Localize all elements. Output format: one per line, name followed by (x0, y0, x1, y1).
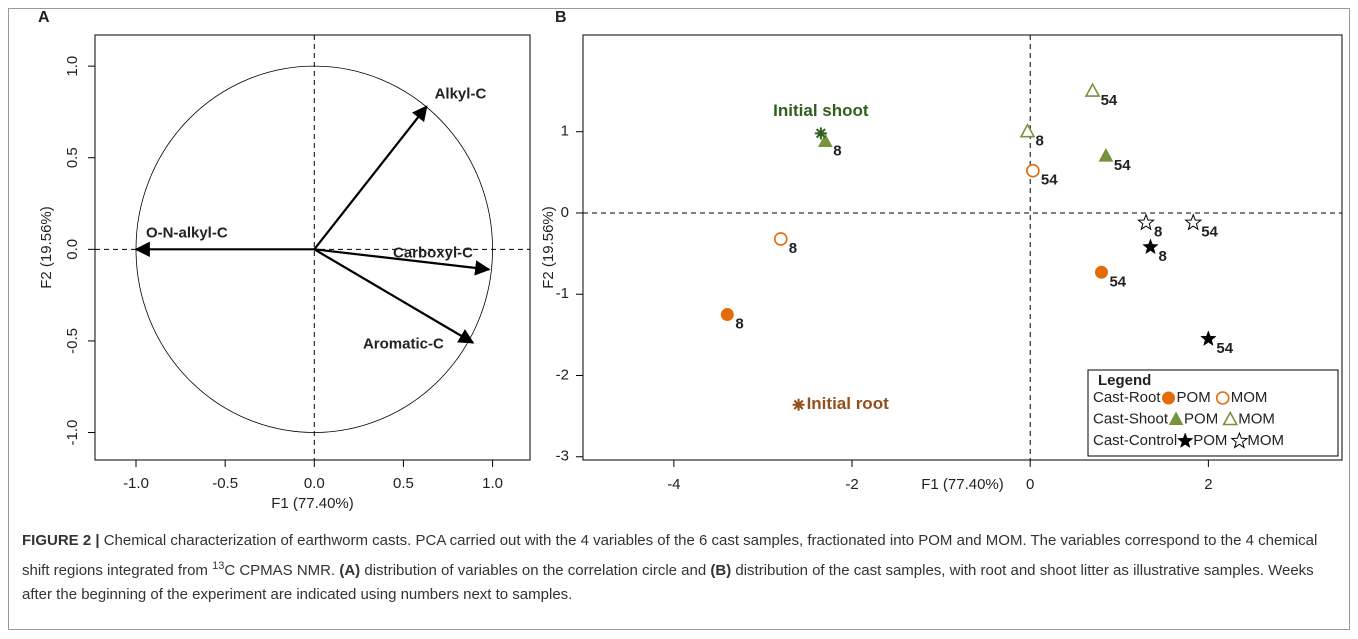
x-axis-label: F1 (77.40%) (271, 495, 354, 512)
superscript: 13 (212, 559, 225, 572)
x-tick-label: -2 (845, 476, 858, 493)
week-label: 8 (789, 240, 797, 257)
annotation: Initial shoot (773, 101, 869, 120)
figure-border (8, 8, 1350, 630)
week-label: 8 (1154, 224, 1162, 241)
sample-point (720, 308, 734, 322)
sample-point (1200, 330, 1217, 346)
legend-marker (1168, 411, 1184, 425)
plot-frame (582, 34, 1343, 461)
week-label: 8 (735, 316, 743, 333)
week-label: 54 (1101, 92, 1118, 109)
week-label: 54 (1201, 224, 1218, 241)
loading-arrow (313, 248, 475, 344)
panel-label: B (555, 9, 567, 26)
legend-box (1087, 369, 1339, 457)
legend-marker (1230, 431, 1249, 449)
y-tick-label: 0.5 (64, 147, 81, 168)
sample-point (1098, 148, 1114, 162)
legend-label: POM (1177, 389, 1211, 406)
x-tick-label: 1.0 (482, 475, 503, 492)
y-tick-label: 1.0 (64, 56, 81, 77)
legend-label: MOM (1231, 389, 1268, 406)
vector-label: O-N-alkyl-C (146, 224, 228, 241)
legend-marker (1162, 391, 1176, 405)
y-tick-label: -3 (556, 448, 569, 465)
week-label: 54 (1041, 172, 1058, 189)
week-label: 8 (833, 142, 841, 159)
sample-point (773, 232, 788, 246)
plot-frame (94, 34, 531, 461)
legend-marker (1222, 410, 1239, 426)
legend-label: Cast-Control (1093, 432, 1177, 449)
sample-point (1026, 163, 1040, 178)
y-axis-label: F2 (19.56%) (540, 206, 557, 289)
week-label: 54 (1109, 273, 1126, 290)
y-tick-label: 1 (561, 123, 569, 140)
legend-marker (1176, 432, 1194, 449)
y-axis-label: F2 (19.56%) (38, 206, 55, 289)
legend-marker (1215, 391, 1230, 405)
legend-label: MOM (1247, 432, 1284, 449)
y-tick-label: -0.5 (64, 328, 81, 354)
y-tick-label: 0 (561, 204, 569, 221)
legend-label: POM (1193, 432, 1227, 449)
week-label: 54 (1216, 340, 1233, 357)
y-tick-label: -1 (556, 285, 569, 302)
caption-text: (B) (710, 561, 732, 579)
x-tick-label: -4 (667, 476, 680, 493)
legend-label: Cast-Shoot (1093, 410, 1169, 427)
caption-text: distribution of variables on the correla… (360, 561, 711, 579)
x-axis-label: F1 (77.40%) (921, 476, 1004, 493)
caption: FIGURE 2 | Chemical characterization of … (22, 529, 1340, 608)
y-tick-label: -1.0 (64, 420, 81, 446)
x-tick-label: -0.5 (212, 475, 238, 492)
sample-point (1094, 265, 1108, 279)
caption-text: C CPMAS NMR. (224, 561, 340, 579)
sample-point (1184, 213, 1203, 231)
legend-label: MOM (1238, 410, 1275, 427)
loading-arrow (314, 248, 491, 276)
x-tick-label: -1.0 (123, 475, 149, 492)
y-tick-label: 0.0 (64, 239, 81, 260)
legend-title: Legend (1098, 372, 1151, 389)
week-label: 54 (1114, 157, 1131, 174)
vector-label: Alkyl-C (435, 85, 487, 102)
caption-text: FIGURE 2 | (22, 532, 100, 549)
caption-text: (A) (339, 561, 361, 579)
x-tick-label: 2 (1204, 476, 1212, 493)
legend-label: Cast-Root (1093, 389, 1161, 406)
caption-text: distribution of the cast samples, with r… (22, 561, 1314, 604)
x-tick-label: 0 (1026, 476, 1034, 493)
reference-point (792, 398, 805, 411)
sample-point (1137, 213, 1155, 231)
x-tick-label: 0.5 (393, 475, 414, 492)
loading-arrow (313, 105, 428, 251)
x-tick-label: 0.0 (304, 475, 325, 492)
legend-label: POM (1184, 410, 1218, 427)
vector-label: Aromatic-C (363, 336, 444, 353)
week-label: 8 (1036, 133, 1044, 150)
annotation: Initial root (807, 394, 890, 413)
reference-point (814, 127, 827, 140)
panel-label: A (38, 9, 50, 26)
week-label: 8 (1158, 248, 1166, 265)
sample-point (1019, 123, 1036, 138)
caption-text: Chemical characterization of earthworm c… (22, 532, 1318, 579)
sample-point (1142, 238, 1159, 255)
y-tick-label: -2 (556, 366, 569, 383)
sample-point (817, 133, 833, 147)
sample-point (1084, 82, 1101, 97)
vector-label: Carboxyl-C (393, 244, 473, 261)
